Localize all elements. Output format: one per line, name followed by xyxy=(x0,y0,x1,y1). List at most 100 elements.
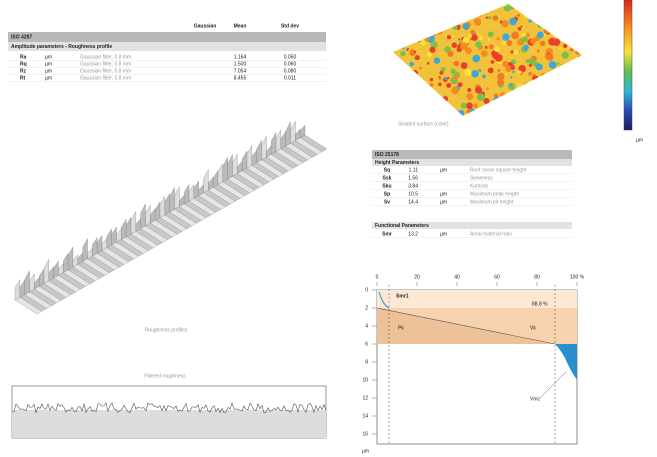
surface-spot xyxy=(559,64,564,69)
strip-ridge xyxy=(217,163,223,185)
surface-spot xyxy=(403,72,409,78)
surface-spot xyxy=(423,10,428,15)
profile-3d xyxy=(14,120,328,315)
surface-spot xyxy=(423,26,432,34)
peak-zone xyxy=(377,290,577,308)
strip-ridge xyxy=(97,235,103,254)
surface-spot xyxy=(409,34,417,43)
x-tick-label: 40 xyxy=(454,274,460,280)
surface-spot xyxy=(439,70,444,75)
surface-spot xyxy=(517,13,521,17)
surface-spot xyxy=(537,107,543,113)
strip-ridge xyxy=(19,279,25,298)
surface-spot xyxy=(564,83,571,89)
surface-spot xyxy=(423,24,427,29)
surface-spot xyxy=(571,80,575,84)
surface-spot xyxy=(536,49,541,53)
surface-spot xyxy=(577,97,581,101)
param-unit: µm xyxy=(440,231,447,237)
y-unit: µm xyxy=(362,448,369,454)
surface-spot xyxy=(543,89,546,92)
surface-spot xyxy=(557,100,565,108)
surface-spot xyxy=(413,24,419,30)
surface-spot xyxy=(552,106,557,111)
surface-spot xyxy=(535,94,538,98)
surface-spot xyxy=(559,65,563,69)
surface-spot xyxy=(488,16,492,20)
surface-spot xyxy=(558,46,563,51)
surface-spot xyxy=(567,46,571,50)
surface-spot xyxy=(543,111,550,116)
surface-spot xyxy=(416,14,421,20)
surface-spot xyxy=(578,48,582,55)
table-title-bar xyxy=(8,32,326,42)
surface-spot xyxy=(528,71,532,76)
surface-spot xyxy=(510,76,513,79)
surface-spot xyxy=(526,90,530,93)
surface-spot xyxy=(497,69,501,72)
surface-spot xyxy=(501,20,509,28)
strip-ridge xyxy=(232,153,238,177)
surface-spot xyxy=(521,36,528,43)
strip-ridge xyxy=(29,273,35,293)
surface-spot xyxy=(533,5,538,9)
strip-ridge xyxy=(121,218,127,240)
surface-spot xyxy=(394,65,397,68)
surface-spot xyxy=(451,42,458,48)
surface-spot xyxy=(552,38,561,46)
table-subtitle-bar xyxy=(8,42,326,51)
surface-spot xyxy=(425,27,429,30)
surface-spot xyxy=(530,92,537,99)
surface-spot xyxy=(555,93,560,97)
surface-spot xyxy=(553,18,561,26)
surface-spot xyxy=(471,70,479,78)
surface-spot xyxy=(403,41,409,47)
surface-spot xyxy=(535,63,543,71)
surface-spot xyxy=(487,31,494,38)
strip-ridge xyxy=(261,136,267,161)
surface-3d xyxy=(393,4,582,116)
column-header: Std dev xyxy=(281,23,299,29)
surface-spot xyxy=(419,110,422,114)
surface-spot xyxy=(429,77,434,82)
surface-spot xyxy=(453,74,459,80)
surface-spot xyxy=(578,40,582,44)
surface-spot xyxy=(460,62,468,69)
surface-spot xyxy=(574,18,580,24)
surface-spot xyxy=(510,65,516,70)
surface-spot xyxy=(541,23,547,29)
surface-spot xyxy=(428,27,436,35)
x-tick-label: 60 xyxy=(494,274,500,280)
param-mean: 7.054 xyxy=(234,68,247,74)
surface-spot xyxy=(573,9,576,12)
y-tick-label: 16 xyxy=(362,431,368,437)
surface-spot xyxy=(441,66,446,72)
surface-spot xyxy=(460,102,467,109)
param-std: 0.060 xyxy=(284,61,297,67)
surface-spot xyxy=(563,43,568,49)
surface-spot xyxy=(541,89,548,96)
surface-spot xyxy=(516,104,522,111)
colorbar-unit: µm xyxy=(636,137,643,143)
strip-ridge xyxy=(280,131,286,150)
surface-spot xyxy=(579,25,582,32)
surface-spot xyxy=(527,99,536,107)
surface-spot xyxy=(530,12,537,19)
surface-spot xyxy=(398,82,407,91)
surface-spot xyxy=(421,84,425,89)
surface-spot xyxy=(397,96,400,100)
strip-ridge xyxy=(24,270,30,295)
strip-ridge xyxy=(222,157,228,183)
param-mean: 8.455 xyxy=(234,75,247,81)
table-title: ISO 25178 xyxy=(375,152,399,158)
surface-spot xyxy=(561,51,569,59)
surface-spot xyxy=(546,16,552,22)
strip-ridge xyxy=(111,226,117,246)
y-tick-label: 10 xyxy=(362,377,368,383)
strip-ridge xyxy=(63,252,69,273)
strip-ridge xyxy=(271,131,277,155)
surface-spot xyxy=(418,103,423,108)
surface-spot xyxy=(502,4,508,7)
surface-spot xyxy=(559,16,564,21)
surface-spot xyxy=(553,103,560,110)
